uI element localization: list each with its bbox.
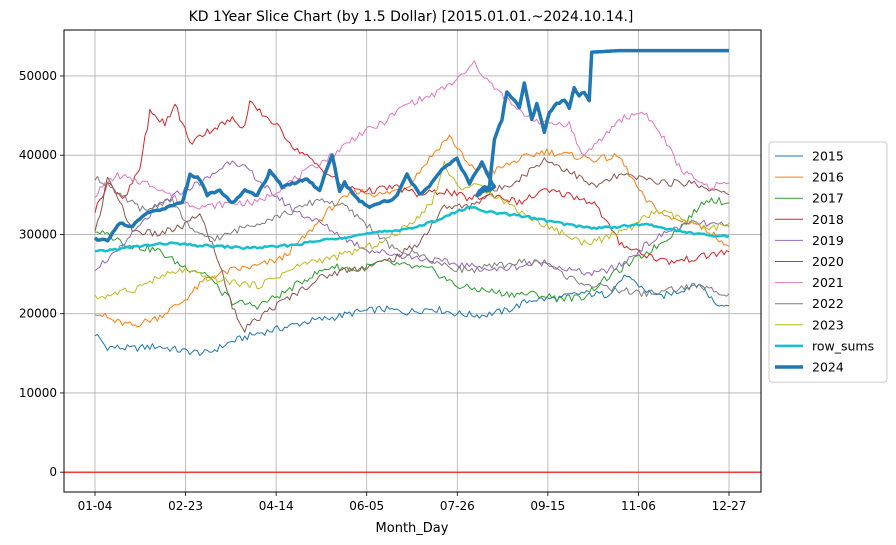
y-axis: 0 10000 20000 30000 40000 50000 (19, 69, 64, 479)
series-line-2016 (94, 134, 730, 328)
x-tick-label: 09-15 (530, 499, 565, 513)
legend-label-2016: 2016 (812, 170, 844, 185)
legend-label-2024: 2024 (812, 360, 844, 375)
x-axis-label: Month_Day (376, 521, 449, 536)
x-tick-label: 06-05 (349, 499, 384, 513)
y-tick-label: 50000 (19, 69, 57, 83)
x-tick-label: 04-14 (259, 499, 294, 513)
y-tick-label: 0 (49, 465, 57, 479)
series-line-2024 (93, 48, 729, 243)
series-line-2023 (94, 160, 730, 300)
legend: 2015 2016 2017 2018 2019 2020 2021 2022 2023 row_… (768, 141, 888, 383)
x-tick-label: 11-06 (621, 499, 656, 513)
legend-label-2020: 2020 (812, 254, 844, 269)
series-lines (93, 48, 730, 356)
y-tick-label: 20000 (19, 307, 57, 321)
x-tick-label: 07-26 (440, 499, 475, 513)
x-tick-label: 02-23 (168, 499, 203, 513)
legend-label-2019: 2019 (812, 233, 844, 248)
series-line-row_sums (94, 205, 730, 253)
legend-label-2023: 2023 (812, 317, 844, 332)
series-line-2017 (95, 197, 730, 310)
legend-label-2015: 2015 (812, 149, 844, 164)
x-tick-label: 01-04 (78, 499, 113, 513)
series-line-2018 (94, 100, 730, 266)
legend-label-2018: 2018 (812, 212, 844, 227)
legend-label-2022: 2022 (812, 296, 844, 311)
series-line-2021 (94, 60, 730, 210)
legend-box (768, 141, 888, 383)
legend-label-2017: 2017 (812, 191, 844, 206)
legend-label-row_sums: row_sums (812, 338, 874, 353)
chart-title: KD 1Year Slice Chart (by 1.5 Dollar) [20… (189, 9, 634, 25)
series-line-2020 (94, 157, 730, 333)
x-tick-label: 12-27 (712, 499, 747, 513)
y-tick-label: 30000 (19, 227, 57, 241)
series-line-2022 (94, 175, 730, 297)
x-axis: 01-04 02-23 04-14 06-05 07-26 09-15 11-06 12-27 (78, 492, 747, 513)
series-line-2015 (94, 274, 730, 356)
grid (64, 30, 761, 492)
y-tick-label: 10000 (19, 386, 57, 400)
legend-label-2021: 2021 (812, 275, 844, 290)
plot-frame (63, 29, 762, 493)
y-tick-label: 40000 (19, 148, 57, 162)
